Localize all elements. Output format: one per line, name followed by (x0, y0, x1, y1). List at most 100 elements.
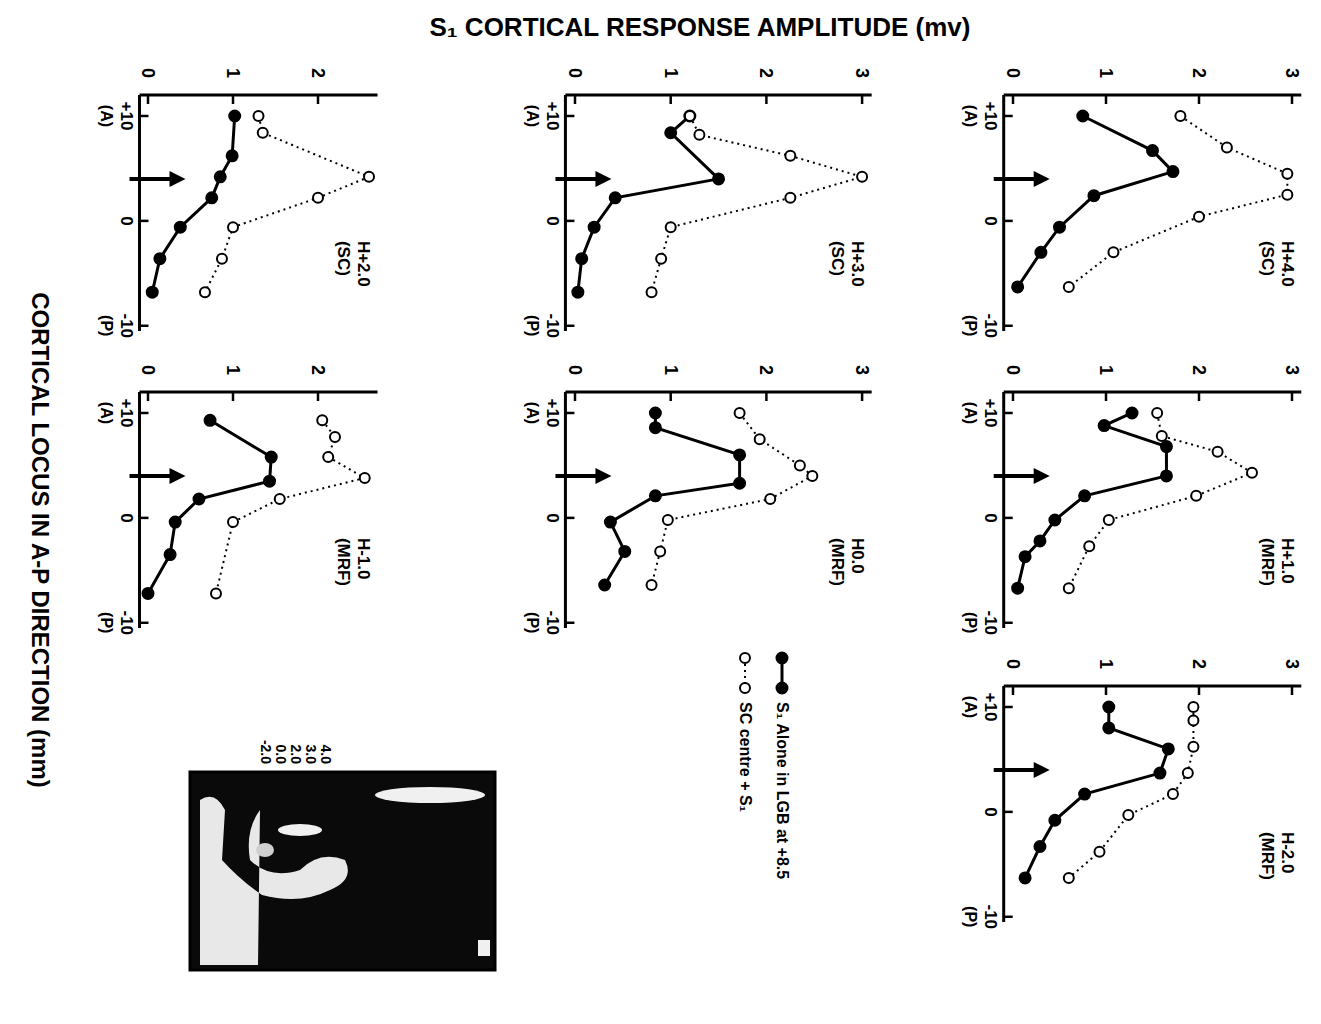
panel: 012+100-10(A)(P)H-1.0(MRF) (98, 365, 378, 635)
tick (1105, 95, 1108, 104)
tick-label: 3 (1282, 365, 1302, 375)
tick (1004, 220, 1013, 223)
point (655, 546, 665, 556)
point (785, 193, 795, 203)
arrow-shaft (130, 177, 172, 181)
tick-label: 0 (981, 216, 1000, 225)
tick (1004, 325, 1013, 328)
arrow-shaft (994, 474, 1036, 478)
panel-title: H+3.0 (848, 241, 867, 287)
axis-line (1004, 94, 1302, 97)
plot-area (572, 110, 867, 297)
tick-label: 2 (756, 68, 776, 78)
tick (565, 517, 574, 520)
point (694, 130, 704, 140)
point (1247, 468, 1257, 478)
tick-label: 0 (981, 807, 1000, 816)
point (576, 253, 587, 264)
annotation: (A) (962, 696, 979, 718)
plot-area (147, 110, 374, 297)
point (647, 287, 657, 297)
arrow (555, 171, 611, 187)
tick (140, 622, 149, 625)
point (1157, 431, 1167, 441)
point (765, 494, 775, 504)
annotation: (A) (98, 402, 115, 424)
axis-line (1004, 391, 1302, 394)
point (1064, 282, 1074, 292)
plot-area (1020, 701, 1199, 883)
point (1103, 722, 1114, 733)
tick-label: +10 (981, 399, 1000, 428)
tick-label: 1 (223, 365, 243, 375)
annotation: (A) (962, 105, 979, 127)
point (1088, 190, 1099, 201)
point (650, 490, 661, 501)
arrow (130, 468, 186, 484)
point (1188, 716, 1198, 726)
point (1123, 810, 1133, 820)
series-line (1018, 413, 1167, 588)
tick (1004, 916, 1013, 919)
axis-line (564, 392, 567, 628)
plot-area (143, 415, 370, 599)
point (1282, 190, 1292, 200)
tick (669, 392, 672, 401)
point (666, 222, 676, 232)
point (323, 452, 333, 462)
series-line (652, 116, 863, 292)
panel: 012+100-10(A)(P)H+2.0(SC) (98, 68, 378, 338)
point (807, 471, 817, 481)
tick-label: +10 (981, 102, 1000, 131)
inset-label: 0.0 (273, 745, 289, 765)
inset-label: 2.0 (288, 745, 304, 765)
tick (1004, 412, 1013, 415)
point (206, 192, 217, 203)
point (1188, 742, 1198, 752)
series-line (1025, 707, 1168, 878)
tick-label: -10 (543, 610, 562, 635)
legend: S₁ Alone in LGB at +8.5 SC centre + S₁ (737, 653, 791, 880)
arrow (130, 171, 186, 187)
tick (147, 392, 150, 401)
point (1034, 841, 1045, 852)
point (217, 254, 227, 264)
point (1194, 212, 1204, 222)
point (650, 422, 661, 433)
point (143, 588, 154, 599)
tick (565, 412, 574, 415)
point (175, 222, 186, 233)
point (228, 517, 238, 527)
annotation: (P) (962, 906, 979, 927)
panel-subtitle: (MRF) (334, 538, 353, 586)
tick (861, 392, 864, 401)
tick (565, 220, 574, 223)
point (1282, 169, 1292, 179)
tick-label: 1 (661, 365, 681, 375)
point (605, 517, 616, 528)
tick (565, 325, 574, 328)
point (227, 150, 238, 161)
tick-label: 3 (852, 365, 872, 375)
point (1034, 535, 1045, 546)
tick (1004, 706, 1013, 709)
inset-label: 3.0 (303, 745, 319, 765)
tick (565, 115, 574, 118)
tick-label: 2 (1189, 68, 1209, 78)
point (1222, 142, 1232, 152)
point (147, 287, 158, 298)
point (795, 460, 805, 470)
annotation: (P) (524, 315, 541, 336)
tick-label: 2 (1189, 659, 1209, 669)
tick (232, 95, 235, 104)
point (254, 111, 264, 121)
photo-spot (278, 824, 322, 836)
legend-label: S₁ Alone in LGB at +8.5 (774, 702, 791, 879)
arrow-head (1034, 171, 1050, 187)
legend-label: SC centre + S₁ (737, 702, 754, 813)
point (684, 110, 695, 121)
photo-spot (375, 787, 485, 803)
plot-area (1012, 407, 1257, 593)
panel-subtitle: (SC) (1258, 241, 1277, 276)
tick-label: 0 (543, 513, 562, 522)
